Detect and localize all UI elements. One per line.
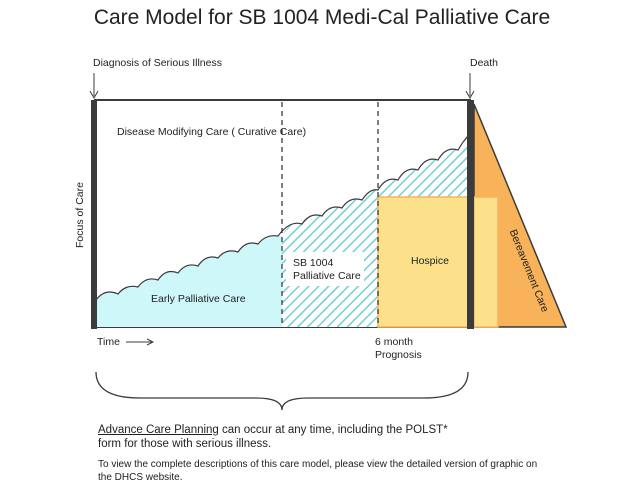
acp-link[interactable]: Advance Care Planning (98, 424, 219, 436)
time-arrow-head (146, 338, 155, 346)
early-palliative-label: Early Palliative Care (151, 293, 246, 305)
y-axis-label: Focus of Care (74, 182, 86, 248)
death-arrow-head (465, 90, 475, 100)
diagnosis-label: Diagnosis of Serious Illness (93, 57, 222, 69)
disease-modifying-label: Disease Modifying Care ( Curative Care) (117, 126, 307, 138)
dhcs-note-line1: To view the complete descriptions of thi… (98, 459, 538, 470)
time-label: Time (97, 336, 120, 348)
dhcs-note-line2: the DHCS website. (98, 472, 183, 483)
prognosis-label-line2: Prognosis (375, 349, 422, 361)
acp-note-line2: form for those with serious illness. (98, 438, 272, 450)
hospice-label: Hospice (411, 255, 449, 267)
acp-note-rest: can occur at any time, including the POL… (218, 424, 448, 436)
sb1004-label-box (286, 252, 364, 286)
hatched-band-upper (378, 136, 468, 197)
curative-wave-line (95, 135, 469, 301)
curly-brace (95, 371, 469, 411)
death-bar (467, 100, 474, 329)
diagnosis-arrow-head (89, 90, 99, 100)
hospice-overlay (473, 196, 499, 328)
death-label: Death (470, 57, 499, 69)
sb1004-label-line2: Palliative Care (293, 270, 361, 282)
diagnosis-bar (91, 100, 97, 329)
early-palliative-area (96, 235, 282, 327)
acp-note-line1: Advance Care Planning can occur at any t… (98, 423, 448, 438)
page-title: Care Model for SB 1004 Medi-Cal Palliati… (93, 6, 551, 29)
prognosis-label-line1: 6 month (375, 336, 413, 348)
sb1004-label-line1: SB 1004 (293, 257, 334, 269)
